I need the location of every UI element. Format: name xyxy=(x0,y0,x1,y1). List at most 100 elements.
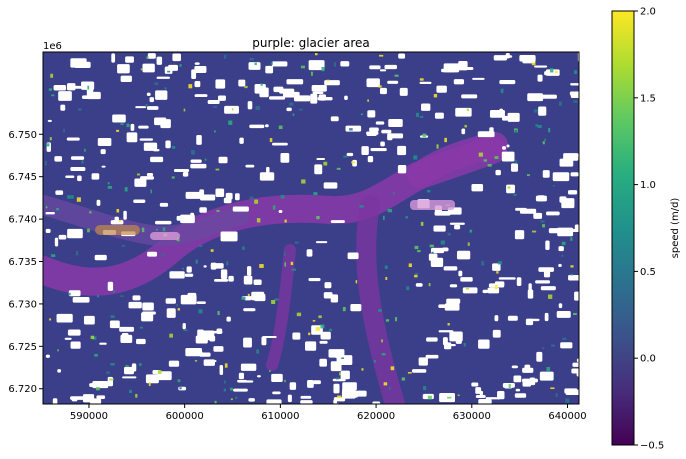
nodata-patch xyxy=(527,289,534,299)
speed-speckle xyxy=(385,319,390,322)
speed-speckle xyxy=(558,101,562,106)
speed-speckle xyxy=(198,244,203,248)
speed-speckle xyxy=(494,156,499,160)
x-axis: 590000 600000 610000 620000 630000 640000 xyxy=(70,404,587,422)
nodata-patch xyxy=(215,79,226,89)
nodata-patch xyxy=(54,237,59,247)
nodata-patch xyxy=(522,367,534,373)
nodata-patch xyxy=(136,338,146,345)
nodata-patch xyxy=(74,61,91,69)
colorbar-axis: −0.5 0.0 0.5 1.0 1.5 2.0 xyxy=(634,7,664,452)
x-tick-label: 620000 xyxy=(357,411,395,422)
nodata-patch xyxy=(77,175,82,182)
speed-speckle xyxy=(457,394,460,397)
nodata-patch xyxy=(372,401,381,404)
nodata-patch xyxy=(196,301,206,304)
nodata-patch xyxy=(253,279,262,285)
nodata-patch xyxy=(319,358,327,367)
nodata-patch xyxy=(369,127,379,132)
nodata-patch xyxy=(152,148,160,152)
speed-speckle xyxy=(361,368,364,371)
speed-speckle xyxy=(414,274,418,278)
nodata-patch xyxy=(502,115,509,121)
nodata-patch xyxy=(265,65,274,74)
speed-speckle xyxy=(570,237,573,241)
speed-speckle xyxy=(106,371,110,374)
nodata-patch xyxy=(272,142,288,146)
speed-speckle xyxy=(249,57,254,61)
nodata-patch xyxy=(350,303,362,312)
speed-speckle xyxy=(109,378,114,381)
nodata-patch xyxy=(240,363,257,371)
speed-speckle xyxy=(191,150,195,155)
nodata-patch xyxy=(287,394,292,403)
nodata-patch xyxy=(58,234,67,240)
speed-speckle xyxy=(419,116,424,118)
glacier-south-branch-2 xyxy=(356,195,405,404)
nodata-patch xyxy=(134,178,147,187)
nodata-patch xyxy=(123,210,127,220)
nodata-patch xyxy=(172,53,181,62)
nodata-patch xyxy=(70,341,81,349)
nodata-patch xyxy=(572,362,579,367)
speed-speckle xyxy=(121,245,126,247)
speed-speckle xyxy=(230,398,233,401)
speed-speckle xyxy=(555,393,558,398)
nodata-patch xyxy=(411,369,427,373)
speed-speckle xyxy=(135,393,138,398)
nodata-patch xyxy=(574,224,579,230)
speed-speckle xyxy=(298,108,303,111)
nodata-patch xyxy=(387,80,399,84)
nodata-patch xyxy=(537,74,543,82)
speed-speckle xyxy=(414,245,419,250)
nodata-patch xyxy=(465,66,474,70)
nodata-patch xyxy=(379,69,387,72)
nodata-patch xyxy=(70,166,86,172)
colorbar-tick-label: 2.0 xyxy=(640,7,656,18)
nodata-patch xyxy=(194,62,200,65)
map-area xyxy=(43,52,579,404)
speed-speckle xyxy=(436,144,439,149)
nodata-patch xyxy=(460,277,473,282)
speed-speckle xyxy=(256,218,261,223)
speed-speckle xyxy=(49,318,52,321)
nodata-patch xyxy=(323,182,338,189)
nodata-patch xyxy=(224,105,239,114)
speed-speckle xyxy=(573,70,578,75)
speed-speckle xyxy=(224,380,226,384)
nodata-holes xyxy=(45,52,579,404)
speed-speckle xyxy=(269,369,271,372)
speed-speckle xyxy=(335,377,340,380)
speed-speckle xyxy=(154,82,159,85)
colorbar xyxy=(611,10,635,446)
nodata-patch xyxy=(539,371,554,381)
speed-speckle xyxy=(548,128,551,133)
speed-speckle xyxy=(283,251,286,256)
nodata-patch xyxy=(146,92,151,96)
speed-speckle xyxy=(401,377,406,381)
speed-speckle xyxy=(405,216,409,219)
speed-speckle xyxy=(551,344,555,347)
speed-speckle xyxy=(415,272,419,276)
nodata-patch xyxy=(455,107,472,117)
nodata-patch xyxy=(522,379,532,387)
speed-speckle xyxy=(388,386,391,390)
nodata-patch xyxy=(434,112,444,119)
nodata-patch xyxy=(190,159,202,163)
nodata-patch xyxy=(286,107,292,112)
speed-speckle xyxy=(110,363,115,366)
nodata-patch xyxy=(165,298,176,304)
speed-speckle xyxy=(214,400,217,404)
speed-speckle xyxy=(507,186,511,189)
speed-speckle xyxy=(508,383,511,389)
nodata-patch xyxy=(64,337,72,340)
nodata-patch xyxy=(245,164,255,168)
nodata-patch xyxy=(545,240,550,250)
speed-speckle xyxy=(244,85,248,89)
speed-speckle xyxy=(124,187,128,192)
nodata-patch xyxy=(45,212,55,215)
nodata-patch xyxy=(475,387,482,394)
nodata-patch xyxy=(156,56,163,65)
speed-speckle xyxy=(182,267,184,270)
speed-speckle xyxy=(313,192,318,196)
